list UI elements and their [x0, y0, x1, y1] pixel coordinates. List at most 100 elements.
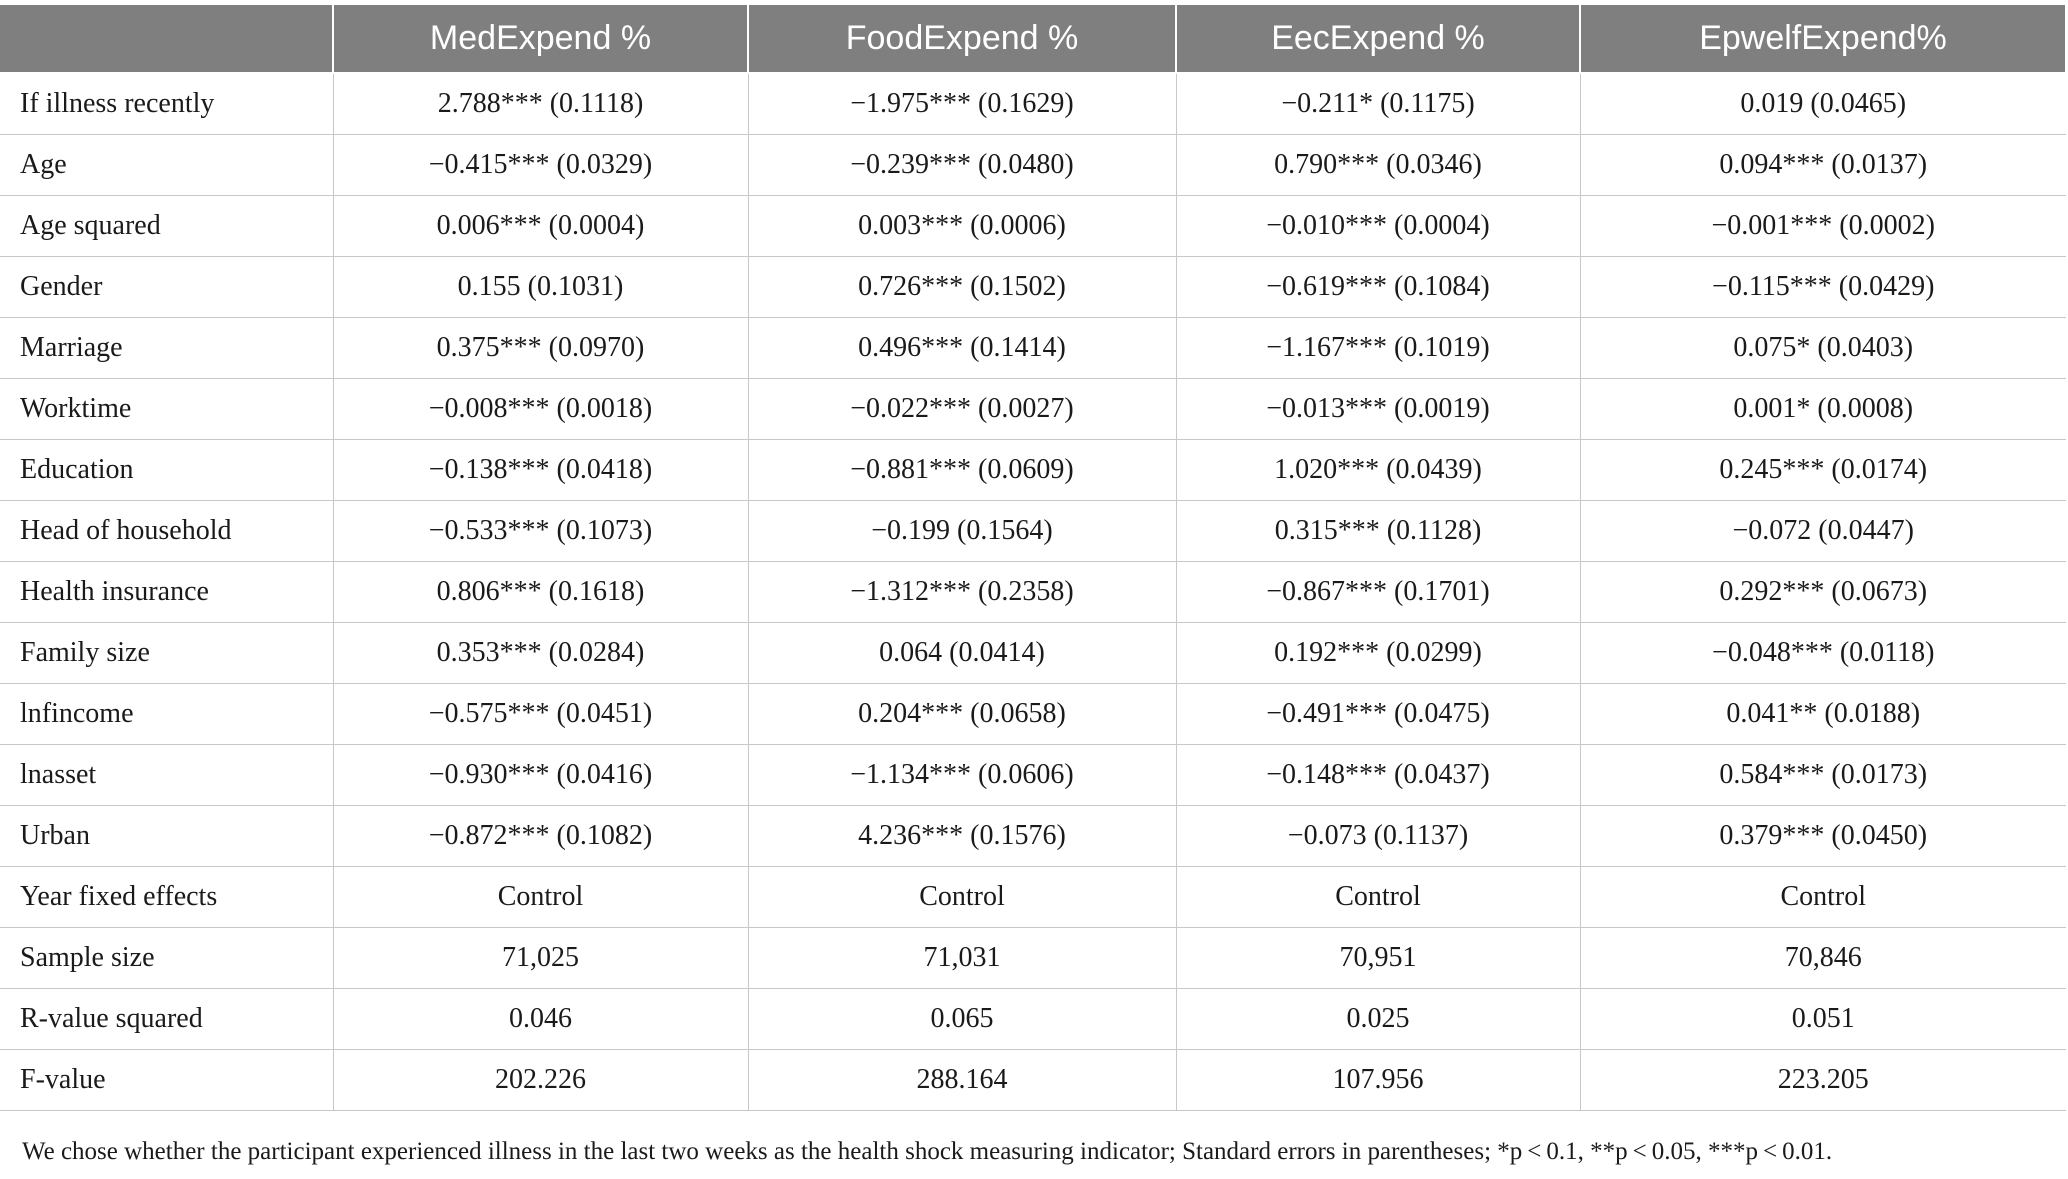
table-cell: 2.788*** (0.1118) — [332, 72, 749, 135]
table-cell: 0.379*** (0.0450) — [1579, 805, 2066, 867]
table-cell: −0.881*** (0.0609) — [747, 439, 1177, 501]
table-cell: −1.975*** (0.1629) — [747, 72, 1177, 135]
table-cell: 0.046 — [332, 988, 749, 1050]
table-cell: −0.199 (0.1564) — [747, 500, 1177, 562]
table-cell: 0.006*** (0.0004) — [332, 195, 749, 257]
table-cell: Control — [332, 866, 749, 928]
row-label: lnasset — [0, 744, 334, 806]
table-cell: 288.164 — [747, 1049, 1177, 1111]
table-cell: −0.008*** (0.0018) — [332, 378, 749, 440]
table-cell: −0.211* (0.1175) — [1175, 72, 1581, 135]
table-row: F-value 202.226 288.164 107.956 223.205 — [0, 1049, 2066, 1111]
row-label: Urban — [0, 805, 334, 867]
table-cell: −0.872*** (0.1082) — [332, 805, 749, 867]
table-cell: −0.115*** (0.0429) — [1579, 256, 2066, 318]
table-cell: −0.415*** (0.0329) — [332, 134, 749, 196]
table-cell: 70,846 — [1579, 927, 2066, 989]
row-label: Worktime — [0, 378, 334, 440]
table-cell: −0.022*** (0.0027) — [747, 378, 1177, 440]
table-cell: 0.041** (0.0188) — [1579, 683, 2066, 745]
header-medexpend: MedExpend % — [332, 5, 749, 74]
table-cell: −0.575*** (0.0451) — [332, 683, 749, 745]
row-label: lnfincome — [0, 683, 334, 745]
table-cell: −0.239*** (0.0480) — [747, 134, 1177, 196]
regression-table: MedExpend % FoodExpend % EecExpend % Epw… — [0, 5, 2067, 1111]
row-label: R-value squared — [0, 988, 334, 1050]
table-cell: 0.726*** (0.1502) — [747, 256, 1177, 318]
table-row: Marriage 0.375*** (0.0970) 0.496*** (0.141… — [0, 317, 2066, 379]
row-label: Family size — [0, 622, 334, 684]
table-cell: Control — [1579, 866, 2066, 928]
table-cell: 0.155 (0.1031) — [332, 256, 749, 318]
table-cell: 0.584*** (0.0173) — [1579, 744, 2066, 806]
table-cell: 0.315*** (0.1128) — [1175, 500, 1581, 562]
row-label: Health insurance — [0, 561, 334, 623]
table-cell: 0.245*** (0.0174) — [1579, 439, 2066, 501]
table-cell: Control — [1175, 866, 1581, 928]
table-cell: −1.134*** (0.0606) — [747, 744, 1177, 806]
table-row: Urban −0.872*** (0.1082) 4.236*** (0.1576)… — [0, 805, 2066, 867]
table-cell: 0.806*** (0.1618) — [332, 561, 749, 623]
table-cell: 0.064 (0.0414) — [747, 622, 1177, 684]
header-foodexpend: FoodExpend % — [747, 5, 1177, 74]
table-body: If illness recently 2.788*** (0.1118) −1.9… — [0, 72, 2066, 1111]
row-label: F-value — [0, 1049, 334, 1111]
table-row: Sample size 71,025 71,031 70,951 70,846 — [0, 927, 2066, 989]
table-cell: −0.073 (0.1137) — [1175, 805, 1581, 867]
table-cell: 223.205 — [1579, 1049, 2066, 1111]
table-cell: 0.353*** (0.0284) — [332, 622, 749, 684]
table-cell: 0.094*** (0.0137) — [1579, 134, 2066, 196]
table-cell: −0.619*** (0.1084) — [1175, 256, 1581, 318]
table-cell: −0.867*** (0.1701) — [1175, 561, 1581, 623]
row-label: Age — [0, 134, 334, 196]
table-cell: 0.019 (0.0465) — [1579, 72, 2066, 135]
table-footnote: We chose whether the participant experie… — [22, 1138, 1833, 1165]
table-row: Year fixed effects Control Control Control C… — [0, 866, 2066, 928]
table-cell: −0.930*** (0.0416) — [332, 744, 749, 806]
table-row: Gender 0.155 (0.1031) 0.726*** (0.1502) −0.… — [0, 256, 2066, 318]
table-cell: 1.020*** (0.0439) — [1175, 439, 1581, 501]
row-label: Year fixed effects — [0, 866, 334, 928]
row-label: Head of household — [0, 500, 334, 562]
table-row: Education −0.138*** (0.0418) −0.881*** (0.… — [0, 439, 2066, 501]
table-row: lnfincome −0.575*** (0.0451) 0.204*** (0.0… — [0, 683, 2066, 745]
table-cell: 202.226 — [332, 1049, 749, 1111]
regression-table-container: MedExpend % FoodExpend % EecExpend % Epw… — [0, 5, 2067, 1111]
table-row: Head of household −0.533*** (0.1073) −0.19… — [0, 500, 2066, 562]
table-cell: −0.013*** (0.0019) — [1175, 378, 1581, 440]
table-cell: 71,025 — [332, 927, 749, 989]
table-cell: 0.003*** (0.0006) — [747, 195, 1177, 257]
table-row: Health insurance 0.806*** (0.1618) −1.312*… — [0, 561, 2066, 623]
table-row: Worktime −0.008*** (0.0018) −0.022*** (0.0… — [0, 378, 2066, 440]
table-row: If illness recently 2.788*** (0.1118) −1.9… — [0, 72, 2066, 135]
table-cell: 0.025 — [1175, 988, 1581, 1050]
table-cell: −0.010*** (0.0004) — [1175, 195, 1581, 257]
row-label: If illness recently — [0, 72, 334, 135]
table-cell: −0.138*** (0.0418) — [332, 439, 749, 501]
table-cell: −0.148*** (0.0437) — [1175, 744, 1581, 806]
row-label: Marriage — [0, 317, 334, 379]
table-cell: −0.072 (0.0447) — [1579, 500, 2066, 562]
table-cell: 0.065 — [747, 988, 1177, 1050]
table-cell: 0.496*** (0.1414) — [747, 317, 1177, 379]
table-cell: Control — [747, 866, 1177, 928]
table-cell: 71,031 — [747, 927, 1177, 989]
row-label: Gender — [0, 256, 334, 318]
header-epwelfexpend: EpwelfExpend% — [1579, 5, 2067, 74]
table-cell: 0.292*** (0.0673) — [1579, 561, 2066, 623]
table-cell: 107.956 — [1175, 1049, 1581, 1111]
table-cell: −0.491*** (0.0475) — [1175, 683, 1581, 745]
table-cell: 0.075* (0.0403) — [1579, 317, 2066, 379]
table-cell: 70,951 — [1175, 927, 1581, 989]
table-row: Age −0.415*** (0.0329) −0.239*** (0.0480) 0… — [0, 134, 2066, 196]
row-label: Education — [0, 439, 334, 501]
table-row: Family size 0.353*** (0.0284) 0.064 (0.041… — [0, 622, 2066, 684]
header-eecexpend: EecExpend % — [1175, 5, 1581, 74]
table-cell: 4.236*** (0.1576) — [747, 805, 1177, 867]
table-cell: 0.790*** (0.0346) — [1175, 134, 1581, 196]
table-cell: 0.001* (0.0008) — [1579, 378, 2066, 440]
header-row: MedExpend % FoodExpend % EecExpend % Epw… — [0, 5, 2067, 74]
table-cell: 0.192*** (0.0299) — [1175, 622, 1581, 684]
table-cell: −1.167*** (0.1019) — [1175, 317, 1581, 379]
table-row: lnasset −0.930*** (0.0416) −1.134*** (0.06… — [0, 744, 2066, 806]
